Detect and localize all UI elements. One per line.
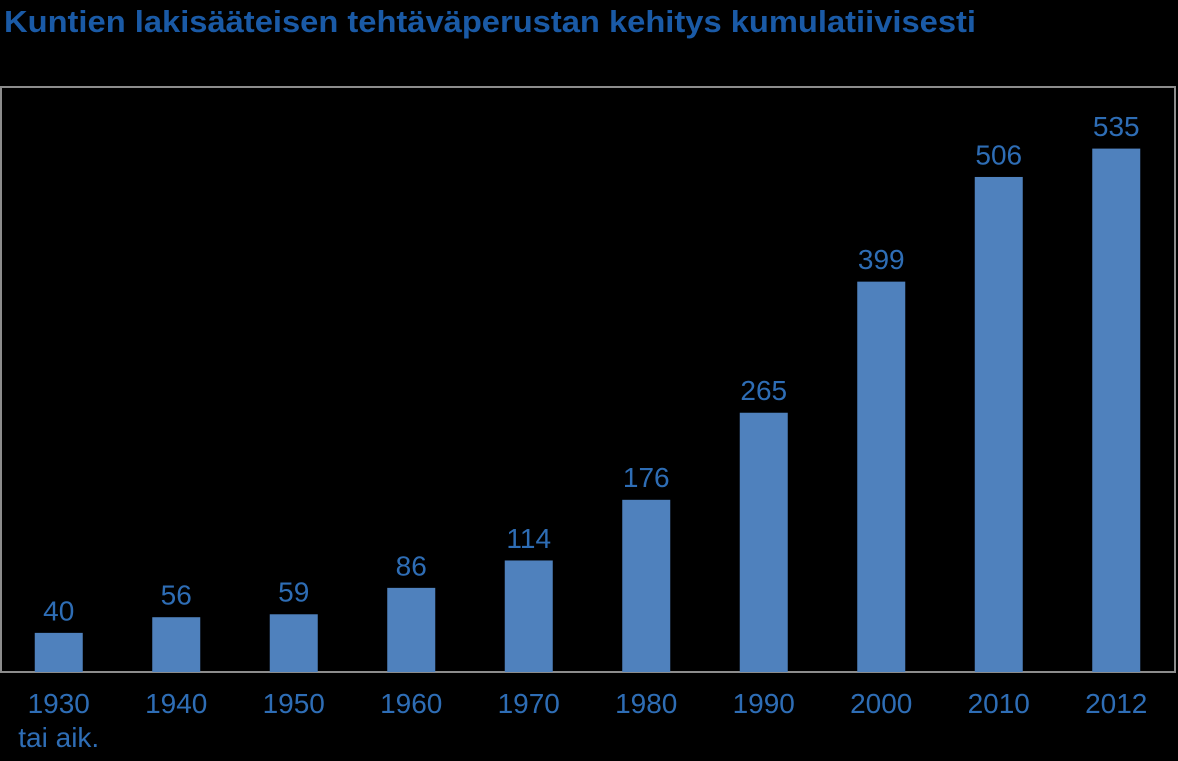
bar bbox=[152, 617, 201, 672]
data-label: 176 bbox=[623, 462, 670, 493]
x-tick-label: 2012 bbox=[1085, 688, 1148, 719]
plot-frame bbox=[0, 86, 1176, 673]
data-label: 40 bbox=[43, 595, 74, 626]
bar bbox=[34, 632, 83, 672]
x-tick-label: 1940 bbox=[145, 688, 208, 719]
data-label: 114 bbox=[506, 523, 551, 554]
x-tick-label: 1960 bbox=[380, 688, 443, 719]
bar bbox=[974, 176, 1023, 673]
x-tick-label: 2010 bbox=[967, 688, 1030, 719]
data-label: 399 bbox=[858, 244, 905, 275]
x-tick-label: 1950 bbox=[262, 688, 325, 719]
data-label: 59 bbox=[278, 577, 309, 608]
x-tick-label: 1970 bbox=[497, 688, 560, 719]
data-label: 535 bbox=[1093, 111, 1140, 142]
bar bbox=[1092, 148, 1141, 672]
data-label: 506 bbox=[975, 139, 1022, 170]
x-tick-label: 1930 tai aik. bbox=[18, 688, 100, 753]
x-tick-label: 1980 bbox=[615, 688, 678, 719]
data-label: 56 bbox=[161, 580, 192, 611]
bar bbox=[504, 560, 553, 672]
bar bbox=[387, 587, 436, 672]
bar bbox=[269, 614, 318, 672]
x-tick-label: 1990 bbox=[732, 688, 795, 719]
bar bbox=[739, 412, 788, 672]
data-label: 265 bbox=[740, 375, 787, 406]
x-tick-label: 2000 bbox=[850, 688, 913, 719]
bar bbox=[857, 281, 906, 672]
data-label: 86 bbox=[396, 550, 427, 581]
chart-title: Kuntien lakisääteisen tehtäväperustan ke… bbox=[4, 4, 976, 39]
bar bbox=[622, 499, 671, 672]
